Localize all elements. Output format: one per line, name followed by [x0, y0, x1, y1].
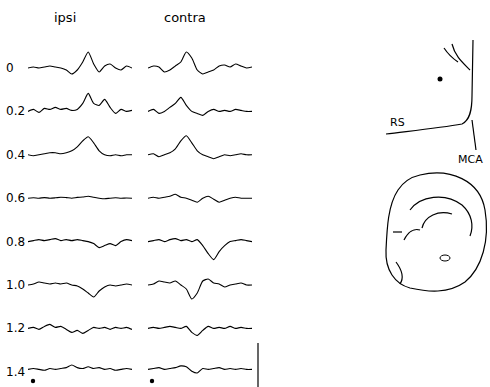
svg-text:1.4: 1.4 [6, 365, 25, 379]
svg-text:0.8: 0.8 [6, 235, 25, 249]
svg-text:MCA: MCA [458, 153, 483, 166]
svg-text:0.6: 0.6 [6, 191, 25, 205]
svg-text:0: 0 [6, 61, 14, 75]
svg-text:0.4: 0.4 [6, 148, 25, 162]
svg-text:ipsi: ipsi [54, 10, 76, 25]
svg-text:RS: RS [390, 116, 405, 129]
svg-text:0.2: 0.2 [6, 104, 25, 118]
svg-text:1.2: 1.2 [6, 321, 25, 335]
svg-text:contra: contra [164, 10, 206, 25]
svg-text:1.0: 1.0 [6, 278, 25, 292]
